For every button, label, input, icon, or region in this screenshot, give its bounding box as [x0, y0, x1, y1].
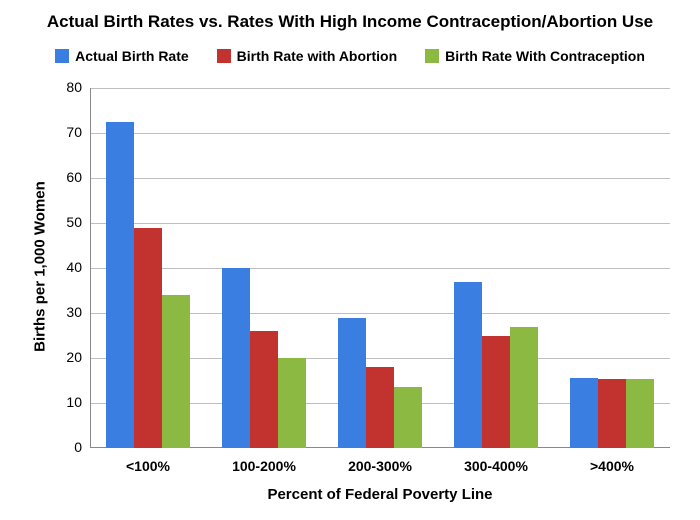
bar	[250, 331, 278, 448]
legend-item: Birth Rate With Contraception	[425, 48, 645, 64]
legend-swatch	[55, 49, 69, 63]
bar	[106, 122, 134, 448]
bar	[366, 367, 394, 448]
plot-area	[90, 88, 670, 448]
chart-title: Actual Birth Rates vs. Rates With High I…	[0, 12, 700, 32]
x-tick-label: <100%	[90, 458, 206, 474]
bar	[570, 378, 598, 448]
gridline	[90, 133, 670, 134]
gridline	[90, 178, 670, 179]
legend-swatch	[425, 49, 439, 63]
y-axis-line	[90, 88, 91, 448]
bar	[482, 336, 510, 449]
bar	[598, 379, 626, 448]
legend-swatch	[217, 49, 231, 63]
bar	[454, 282, 482, 449]
x-tick-label: 100-200%	[206, 458, 322, 474]
bar	[626, 379, 654, 448]
legend-item: Birth Rate with Abortion	[217, 48, 397, 64]
y-tick-label: 0	[50, 439, 82, 455]
chart-container: Actual Birth Rates vs. Rates With High I…	[0, 0, 700, 520]
y-axis-label: Births per 1,000 Women	[32, 157, 49, 377]
x-tick-label: >400%	[554, 458, 670, 474]
bar	[278, 358, 306, 448]
bar	[394, 387, 422, 448]
legend-label: Actual Birth Rate	[75, 48, 189, 64]
legend: Actual Birth Rate Birth Rate with Abortio…	[0, 48, 700, 64]
bar	[134, 228, 162, 449]
y-tick-label: 10	[50, 394, 82, 410]
legend-label: Birth Rate With Contraception	[445, 48, 645, 64]
legend-item: Actual Birth Rate	[55, 48, 189, 64]
bar	[162, 295, 190, 448]
y-tick-label: 30	[50, 304, 82, 320]
bar	[222, 268, 250, 448]
x-axis-label: Percent of Federal Poverty Line	[90, 486, 670, 503]
bar	[338, 318, 366, 449]
y-tick-label: 40	[50, 259, 82, 275]
legend-label: Birth Rate with Abortion	[237, 48, 397, 64]
x-tick-label: 300-400%	[438, 458, 554, 474]
gridline	[90, 223, 670, 224]
gridline	[90, 268, 670, 269]
y-tick-label: 80	[50, 79, 82, 95]
bar	[510, 327, 538, 449]
gridline	[90, 88, 670, 89]
y-tick-label: 60	[50, 169, 82, 185]
y-tick-label: 70	[50, 124, 82, 140]
x-tick-label: 200-300%	[322, 458, 438, 474]
y-tick-label: 20	[50, 349, 82, 365]
y-tick-label: 50	[50, 214, 82, 230]
